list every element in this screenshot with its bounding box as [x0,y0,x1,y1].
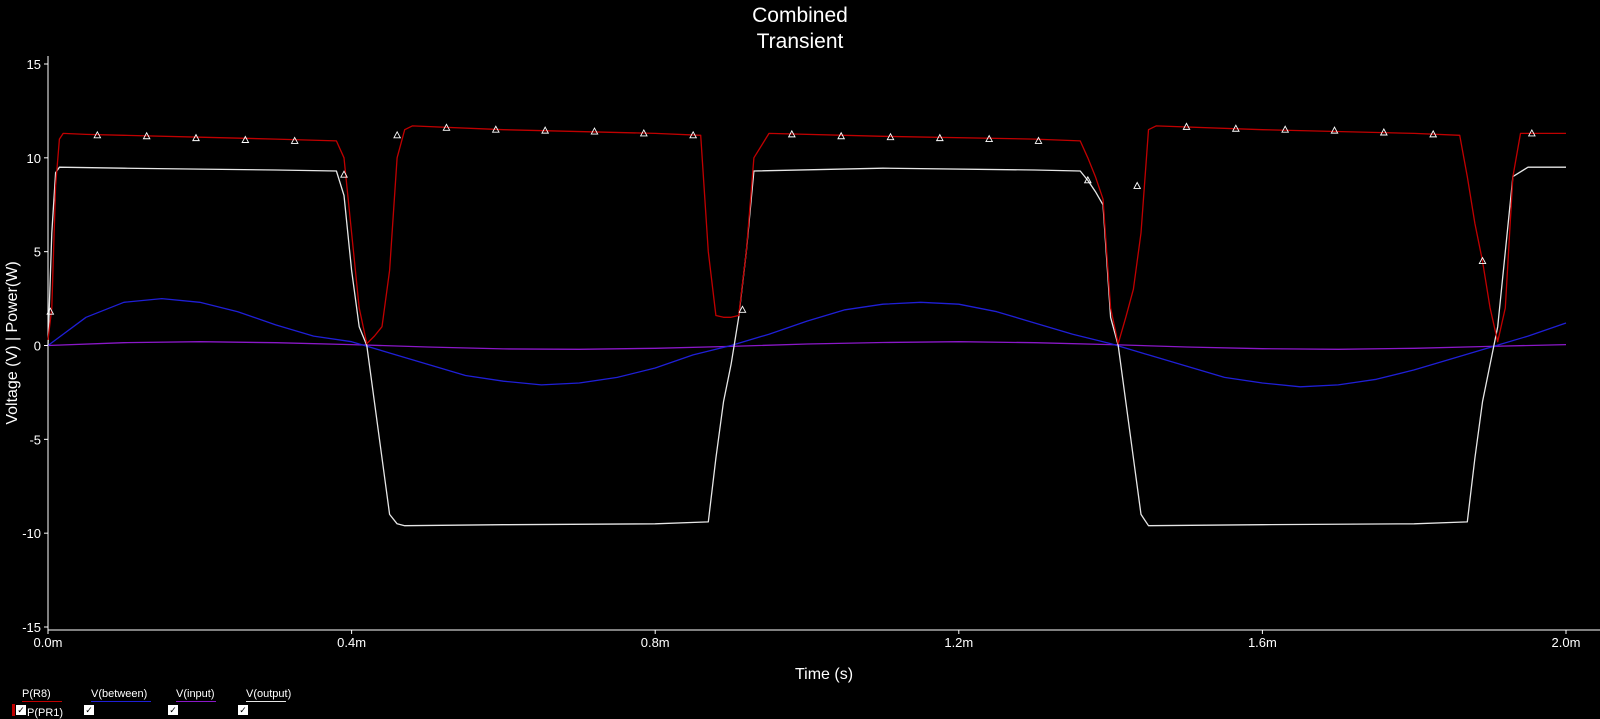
y-tick-label: 10 [27,151,41,166]
series-marker-p-r8 [1429,129,1438,138]
legend-swatch-v-between [91,701,151,702]
chart-title-line-1: Combined [752,4,848,27]
x-axis-label: Time (s) [795,666,853,683]
chart-title-line-2: Transient [756,30,844,53]
series-line-v-between [47,297,1567,388]
series-group [47,125,1567,527]
series-marker-p-r8 [93,130,102,139]
series-marker-p-r8 [1231,124,1240,132]
legend-checkbox-v-between[interactable]: ✓ [84,705,94,715]
series-marker-p-r8 [935,133,944,142]
legend-label-v-between: V(between) [91,688,148,700]
series-marker-p-r8 [738,305,747,313]
series-marker-p-r8 [837,131,846,140]
legend-label-v-output: V(output) [246,688,292,700]
series-marker-p-r8 [393,130,402,139]
x-tick-label: 2.0m [1552,635,1581,650]
series-line-v-input [47,341,1567,350]
y-tick-label: -10 [22,526,41,541]
series-marker-p-r8 [689,130,698,139]
x-tick-label: 0.4m [337,635,366,650]
series-marker-p-r8 [241,135,250,143]
series-marker-p-r8 [886,132,895,141]
y-tick-label: 0 [34,339,41,354]
axes: Time (s) Voltage (V) | Power(W) [4,56,1600,683]
series-line-p-r8 [47,125,1566,345]
legend-swatch-v-input [176,701,216,702]
series-marker-p-r8 [290,136,299,144]
series-marker-p-r8 [1182,122,1191,130]
legend-flag [12,704,15,716]
series-marker-p-r8 [142,131,151,140]
legend-item-v-between[interactable]: V(between) [91,688,151,702]
legend-swatch-v-output [246,701,286,702]
x-tick-label: 1.2m [944,635,973,650]
series-marker-p-r8 [442,123,451,131]
marker-group [46,122,1536,315]
series-marker-p-r8 [1083,175,1092,184]
x-tick-label: 0.0m [34,635,63,650]
x-tick-label: 0.8m [641,635,670,650]
legend-sublabel-p-pr1: P(PR1) [27,707,64,719]
series-marker-p-r8 [787,129,796,138]
legend-checkbox-v-input[interactable]: ✓ [168,705,178,715]
series-marker-p-r8 [1379,128,1388,136]
legend-item-p-r8[interactable]: P(R8) [22,688,62,702]
series-marker-p-r8 [985,134,994,143]
series-marker-p-r8 [590,127,599,135]
series-marker-p-r8 [1034,136,1043,144]
legend-item-v-input[interactable]: V(input) [176,688,216,702]
legend-item-v-output[interactable]: V(output) [246,688,291,702]
legend: P(R8) ✓ P(PR1) V(between) ✓ V(input) ✓ V… [6,688,326,719]
y-axis-label: Voltage (V) | Power(W) [4,261,21,424]
series-marker-p-r8 [1133,181,1142,189]
series-line-v-output [47,166,1566,527]
series-marker-p-r8 [1281,125,1290,133]
legend-label-p-r8: P(R8) [22,688,51,700]
y-tick-label: -15 [22,620,41,635]
x-ticks: 0.0m 0.4m 0.8m 1.2m 1.6m 2.0m [34,630,1581,650]
y-ticks: 15 10 5 0 -5 -10 -15 [22,57,48,635]
legend-checkbox-v-output[interactable]: ✓ [238,705,248,715]
legend-checkbox-p-r8[interactable]: ✓ [16,705,26,715]
y-tick-label: -5 [29,432,41,447]
series-marker-p-r8 [192,133,200,142]
series-marker-p-r8 [541,126,550,134]
series-marker-p-r8 [491,125,500,133]
series-marker-p-r8 [639,128,648,137]
series-marker-p-r8 [1478,256,1487,264]
x-tick-label: 1.6m [1248,635,1277,650]
series-marker-p-r8 [1330,126,1339,134]
series-marker-p-r8 [46,307,55,315]
y-tick-label: 5 [34,245,41,260]
series-marker-p-r8 [1527,128,1536,137]
series-marker-p-r8 [340,170,348,178]
legend-swatch-p-r8 [22,701,62,702]
y-tick-label: 15 [27,57,41,72]
legend-label-v-input: V(input) [176,688,215,700]
